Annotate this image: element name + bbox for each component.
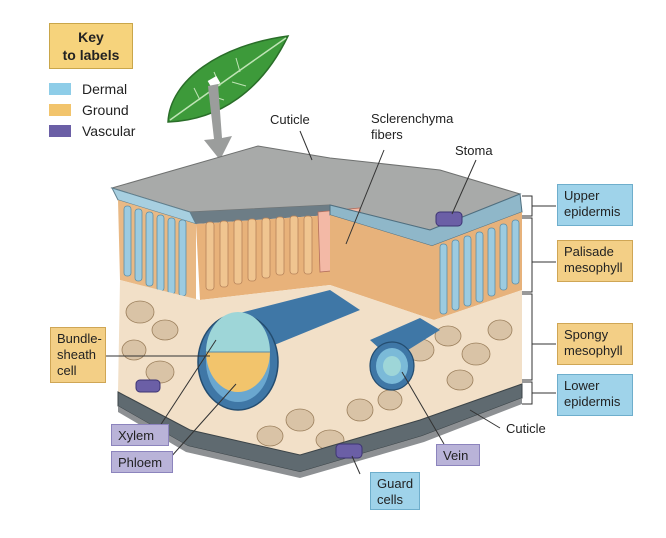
leaf-icon bbox=[167, 35, 290, 123]
label-guard-cells: Guard cells bbox=[370, 472, 420, 510]
label-vein: Vein bbox=[436, 444, 480, 466]
label-cuticle-top: Cuticle bbox=[270, 112, 310, 127]
label-phloem: Phloem bbox=[111, 451, 173, 473]
key-label-vascular: Vascular bbox=[82, 123, 136, 139]
label-spongy-mesophyll: Spongy mesophyll bbox=[557, 323, 633, 365]
label-bundle-sheath-cell: Bundle- sheath cell bbox=[50, 327, 106, 383]
label-xylem: Xylem bbox=[111, 424, 169, 446]
label-lower-epidermis: Lower epidermis bbox=[557, 374, 633, 416]
key-title: Key to labels bbox=[49, 23, 133, 69]
label-palisade-mesophyll: Palisade mesophyll bbox=[557, 240, 633, 282]
key-label-ground: Ground bbox=[82, 102, 129, 118]
vein-bundle bbox=[197, 290, 440, 411]
label-cuticle-bottom: Cuticle bbox=[506, 421, 546, 436]
label-stoma: Stoma bbox=[455, 143, 493, 158]
zoom-arrow-icon bbox=[204, 84, 232, 160]
leaf-block bbox=[110, 145, 523, 478]
leader-lines bbox=[106, 130, 556, 475]
key-label-dermal: Dermal bbox=[82, 81, 128, 97]
label-upper-epidermis: Upper epidermis bbox=[557, 184, 633, 226]
ground-swatch bbox=[49, 104, 71, 116]
vascular-swatch bbox=[49, 125, 71, 137]
label-sclerenchyma: Sclerenchyma fibers bbox=[371, 111, 454, 142]
dermal-swatch bbox=[49, 83, 71, 95]
